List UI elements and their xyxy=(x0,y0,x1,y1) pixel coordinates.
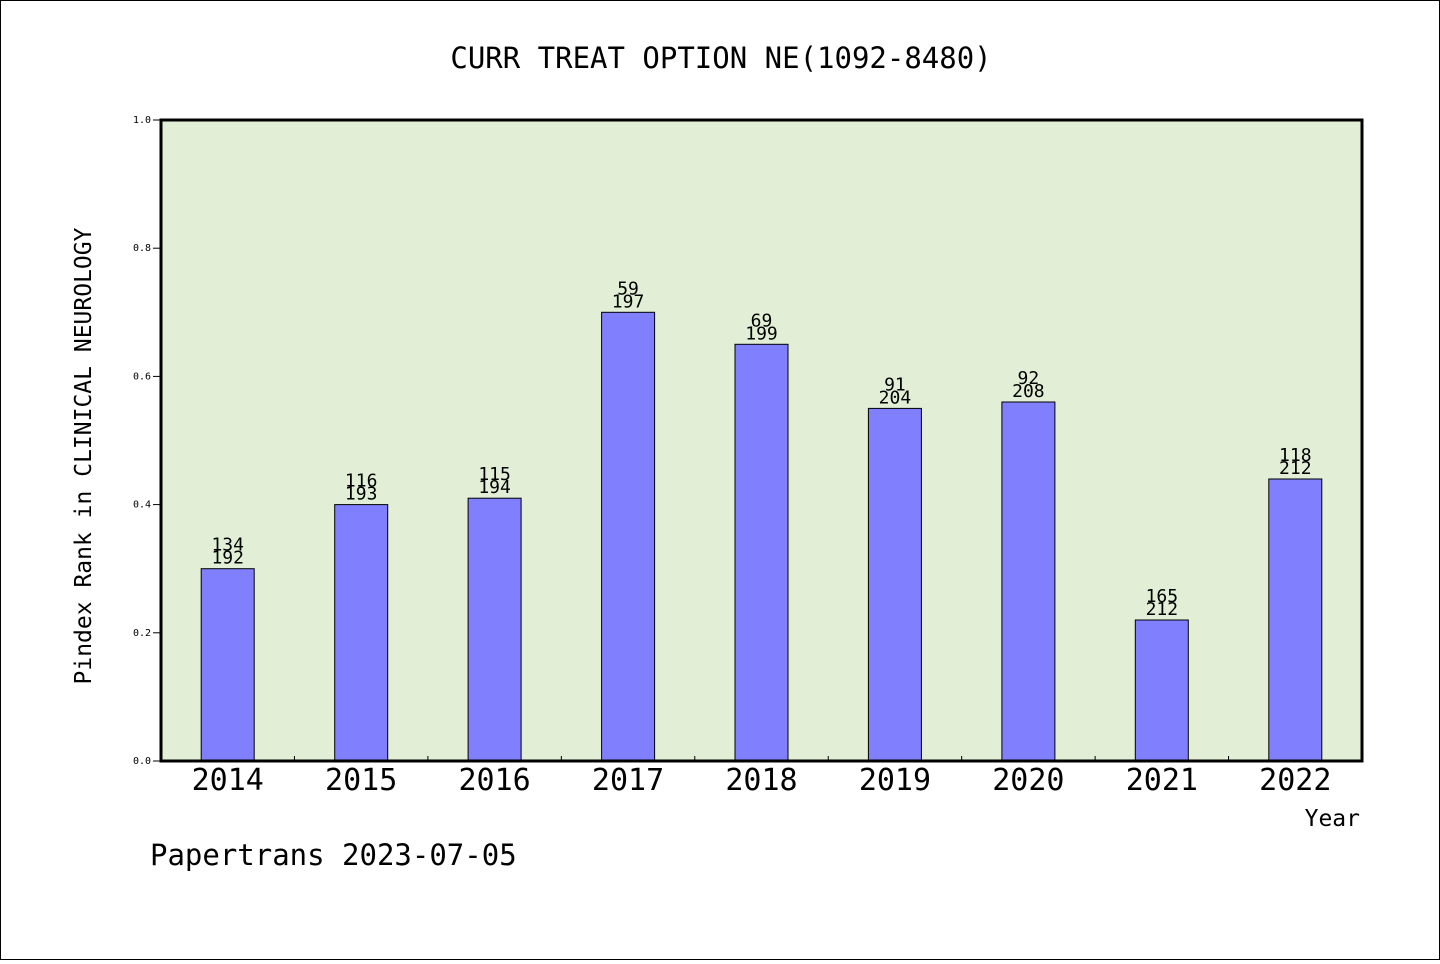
y-tick-label: 1.0 xyxy=(133,115,151,126)
x-tick-label-2020: 2020 xyxy=(992,763,1064,798)
bar-label-top-2019: 91 xyxy=(884,374,906,395)
bar-2022 xyxy=(1268,478,1323,762)
chart-title: CURR TREAT OPTION NE(1092-8480) xyxy=(450,41,991,75)
y-tick-label: 0.4 xyxy=(133,500,151,511)
bar-label-bottom-2017: 197 xyxy=(612,291,645,312)
y-tick-label: 0.2 xyxy=(133,628,151,639)
bar-label-bottom-2020: 208 xyxy=(1012,381,1045,402)
footer-credit: Papertrans 2023-07-05 xyxy=(150,838,517,872)
bar-label-bottom-2015: 193 xyxy=(345,484,378,505)
bar-label-top-2020: 92 xyxy=(1018,368,1040,389)
bar-2020 xyxy=(1001,401,1056,762)
x-tick-label-2018: 2018 xyxy=(725,763,797,798)
x-tick-label-2014: 2014 xyxy=(192,763,264,798)
bar-2021 xyxy=(1134,619,1189,762)
bar-label-bottom-2018: 199 xyxy=(745,323,778,344)
bar-label-bottom-2014: 192 xyxy=(211,548,244,569)
bar-label-top-2017: 59 xyxy=(617,278,639,299)
bar-2016 xyxy=(467,497,522,762)
bar-label-top-2014: 134 xyxy=(211,535,244,556)
y-tick-label: 0.8 xyxy=(133,243,151,254)
bar-label-top-2016: 115 xyxy=(478,464,511,485)
y-tick-label: 0.6 xyxy=(133,371,151,382)
bar-label-top-2015: 116 xyxy=(345,471,378,492)
x-tick-label-2021: 2021 xyxy=(1126,763,1198,798)
plot-border xyxy=(159,118,1364,763)
x-tick-label-2019: 2019 xyxy=(859,763,931,798)
bar-label-bottom-2022: 212 xyxy=(1279,458,1312,479)
axes-group: 2014 2015 2016 2017 2018 2019 2020 2021 2022 0.0 0… xyxy=(133,115,1331,798)
bar-label-top-2021: 165 xyxy=(1146,586,1179,607)
bar-2019 xyxy=(867,407,922,762)
bar-2017 xyxy=(601,311,656,762)
bar-label-bottom-2016: 194 xyxy=(478,477,511,498)
x-tick-label-2015: 2015 xyxy=(325,763,397,798)
x-axis-label: Year xyxy=(1305,806,1360,832)
x-tick-label-2016: 2016 xyxy=(458,763,530,798)
bar-label-bottom-2021: 212 xyxy=(1146,599,1179,620)
bar-label-bottom-2019: 204 xyxy=(879,387,912,408)
bar-2014 xyxy=(200,568,255,762)
x-tick-label-2022: 2022 xyxy=(1259,763,1331,798)
y-tick-label: 0.0 xyxy=(133,756,151,767)
x-tick-label-2017: 2017 xyxy=(592,763,664,798)
bar-2018 xyxy=(734,343,789,762)
bar-2015 xyxy=(334,504,389,762)
bar-label-top-2022: 118 xyxy=(1279,445,1312,466)
y-axis-label: Pindex Rank in CLINICAL NEUROLOGY xyxy=(71,227,97,684)
bar-label-top-2018: 69 xyxy=(751,310,773,331)
